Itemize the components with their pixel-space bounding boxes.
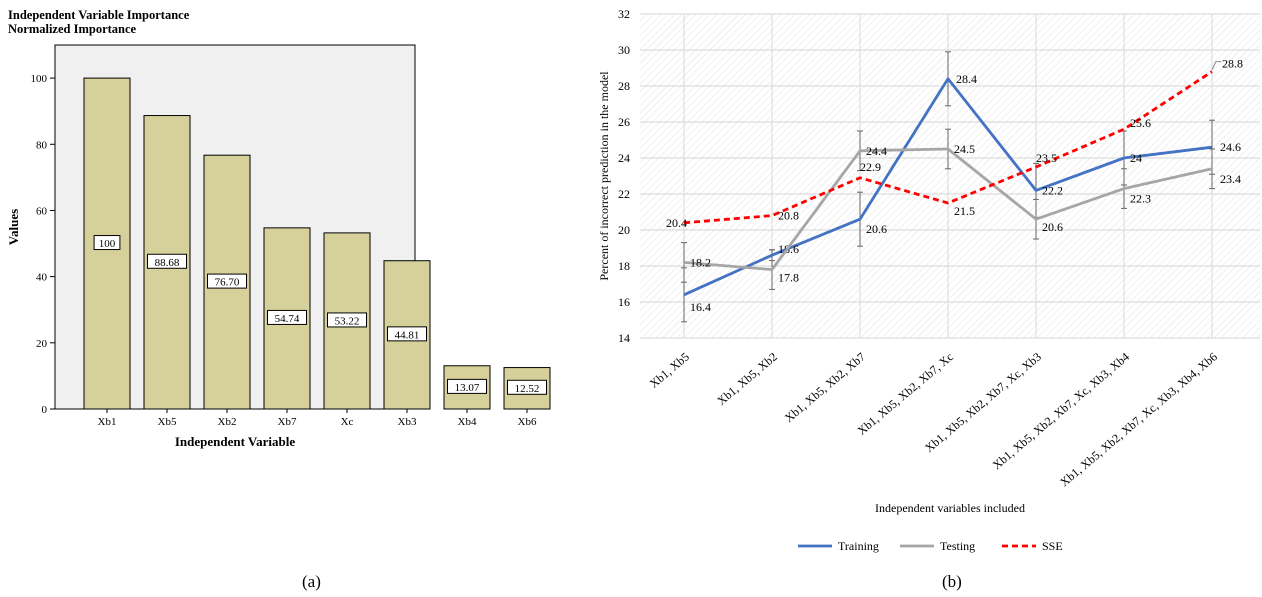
chart-a-titles: Independent Variable Importance Normaliz… [8,8,189,36]
data-label: 44.81 [395,329,420,341]
bar-chart-importance: 0 20 40 60 80 100 Xb1 100 Xb5 88.68 Xb2 76.70 Xb7 54.… [6,44,551,449]
data-label: 21.5 [954,204,975,218]
data-label-box [267,309,307,325]
data-label: 23.4 [1220,172,1241,186]
data-label-box [93,235,121,251]
chart-a-subtitle: Normalized Importance [8,22,137,36]
legend-label-training: Training [838,539,879,553]
x-tick-label: Xb3 [398,416,417,428]
legend-label-sse: SSE [1042,539,1063,553]
data-label: 20.6 [1042,220,1063,234]
y-tick-label: 16 [618,295,630,309]
x-tick-label: Xb5 [158,416,177,428]
x-tick-label: Xb1, Xb5, Xb2, Xb7, Xc, Xb3, Xb4, Xb6 [1057,350,1220,490]
panel-label-a: (a) [302,572,321,591]
x-tick-label: Xb1 [98,416,117,428]
data-label: 18.2 [690,255,711,269]
x-tick-label: Xb1, Xb5 [647,350,692,391]
x-tick-label: Xb7 [278,416,297,428]
data-label: 20.4 [666,216,687,230]
data-label: 53.22 [335,315,360,327]
y-tick-label: 100 [31,73,48,85]
x-tick-label: Xb4 [458,416,477,428]
y-tick-label: 20 [36,338,48,350]
data-label: 24.4 [866,144,887,158]
y-tick-label: 22 [618,187,630,201]
data-label: 20.8 [778,209,799,223]
x-tick-label: Xb1, Xb5, Xb2 [714,350,780,408]
data-label: 22.3 [1130,192,1151,206]
data-label: 23.5 [1036,151,1057,165]
y-tick-label: 24 [618,151,630,165]
data-label-box [147,253,187,269]
x-tick-label: Xb6 [518,416,537,428]
y-axis-title: Values [6,209,21,245]
x-tick-label: Xb2 [218,416,237,428]
panel-label-b: (b) [942,572,962,591]
series-line-training [683,77,1213,297]
x-tick-label: Xb1, Xb5, Xb2, Xb7, Xc [855,350,956,438]
series-line-sse [683,70,1213,225]
data-label: 24.6 [1220,140,1241,154]
data-label: 20.6 [866,222,887,236]
y-tick-label: 32 [618,7,630,21]
data-label: 17.8 [778,271,799,285]
x-tick-label: Xb1, Xb5, Xb2, Xb7 [782,350,868,425]
x-tick-label: Xb1, Xb5, Xb2, Xb7, Xc, Xb3, Xb4 [990,350,1132,473]
data-label: 76.70 [215,277,240,289]
data-label: 28.4 [956,72,977,86]
data-label: 28.8 [1222,57,1243,71]
label-leader-line [1211,61,1221,70]
y-tick-label: 26 [618,115,630,129]
y-axis-title: Percent of incorrect prediction in the m… [597,71,611,281]
y-tick-label: 60 [36,205,48,217]
data-label-box [387,326,427,342]
x-axis-title: Independent variables included [875,501,1025,515]
y-tick-label: 28 [618,79,630,93]
x-axis-title: Independent Variable [175,434,296,449]
line-chart-error-rates: 1416182022242628303216.418.620.628.422.2… [597,7,1260,553]
data-label: 25.6 [1130,116,1151,130]
y-tick-label: 30 [618,43,630,57]
data-label-box [507,379,547,395]
y-tick-label: 20 [618,223,630,237]
data-label: 24.5 [954,142,975,156]
data-label: 88.68 [155,257,180,269]
data-label: 22.2 [1042,183,1063,197]
data-label-box [447,378,487,394]
data-label: 100 [99,238,116,250]
data-label-box [207,273,247,289]
data-label: 12.52 [515,383,540,395]
y-tick-label: 80 [36,139,48,151]
data-label: 54.74 [275,313,300,325]
legend-label-testing: Testing [940,539,975,553]
data-label-box [327,312,367,328]
plot-area [640,14,1260,338]
data-label: 13.07 [455,382,480,394]
x-tick-label: Xc [341,416,354,428]
data-label: 24 [1130,151,1142,165]
y-tick-label: 40 [36,272,48,284]
series-line-testing [683,147,1213,272]
y-tick-label: 14 [618,331,630,345]
y-tick-label: 18 [618,259,630,273]
data-label: 16.4 [690,300,711,314]
data-label: 22.9 [860,160,881,174]
chart-a-title: Independent Variable Importance [8,8,190,22]
y-tick-label: 0 [42,404,48,416]
